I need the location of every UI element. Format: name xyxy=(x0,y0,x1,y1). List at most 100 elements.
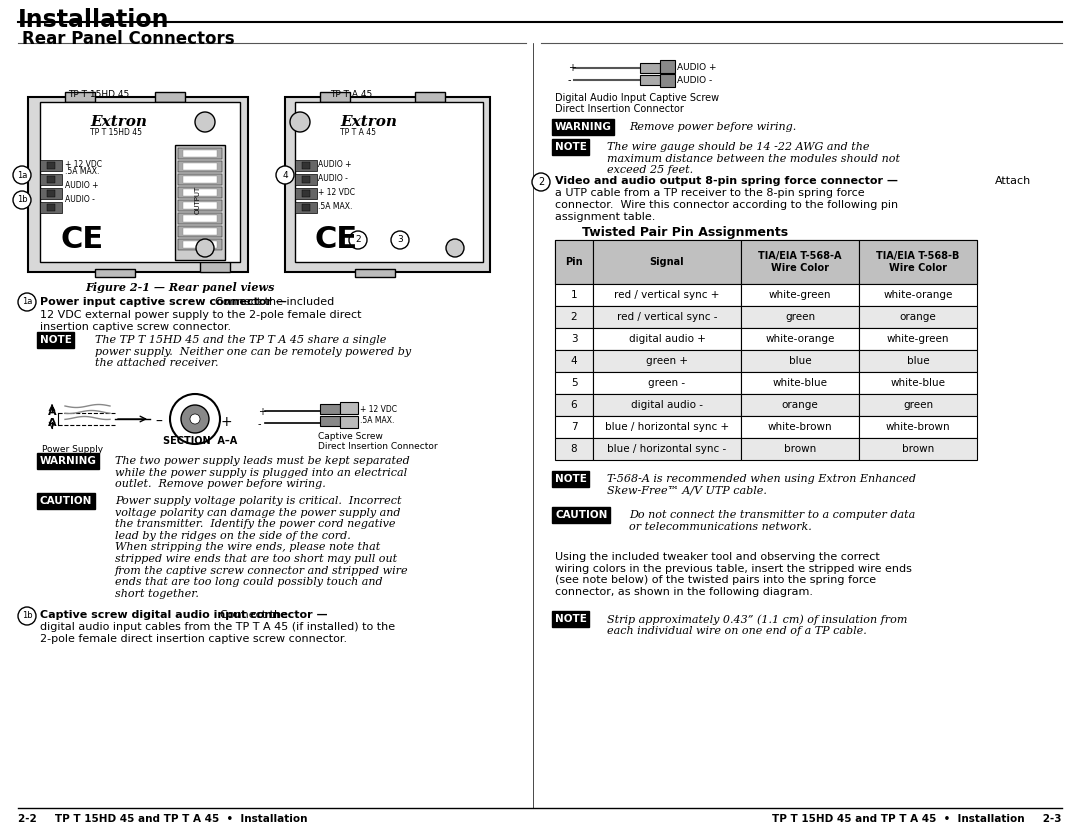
Text: green -: green - xyxy=(648,378,686,388)
Text: blue: blue xyxy=(907,356,929,366)
Text: orange: orange xyxy=(782,400,819,410)
Bar xyxy=(183,241,217,248)
Text: 4: 4 xyxy=(570,356,578,366)
Text: Strip approximately 0.43” (1.1 cm) of insulation from
each individual wire on on: Strip approximately 0.43” (1.1 cm) of in… xyxy=(607,614,907,636)
Bar xyxy=(555,240,593,284)
Bar xyxy=(48,190,55,197)
Bar xyxy=(741,394,859,416)
Ellipse shape xyxy=(13,166,31,184)
Text: TIA/EIA T-568-B
Wire Color: TIA/EIA T-568-B Wire Color xyxy=(876,251,960,273)
Bar xyxy=(859,438,977,460)
Text: 7: 7 xyxy=(570,422,578,432)
Bar xyxy=(183,189,217,196)
Text: +: + xyxy=(258,407,266,417)
Bar xyxy=(555,372,593,394)
Bar xyxy=(65,92,95,102)
Text: 3: 3 xyxy=(570,334,578,344)
Text: Pin: Pin xyxy=(565,257,583,267)
Text: AUDIO +: AUDIO + xyxy=(65,181,98,190)
Bar xyxy=(183,176,217,183)
Text: white-brown: white-brown xyxy=(886,422,950,432)
Bar xyxy=(295,102,483,262)
Text: white-green: white-green xyxy=(887,334,949,344)
Text: 8: 8 xyxy=(570,444,578,454)
Bar xyxy=(178,187,222,198)
Bar xyxy=(295,174,318,185)
Ellipse shape xyxy=(18,293,36,311)
Bar xyxy=(859,394,977,416)
Text: Remove power before wiring.: Remove power before wiring. xyxy=(629,122,796,132)
Bar xyxy=(415,92,445,102)
Bar xyxy=(340,416,357,428)
Text: TP T 15HD 45 and TP T A 45  •  Installation     2-3: TP T 15HD 45 and TP T A 45 • Installatio… xyxy=(772,814,1062,824)
Text: +: + xyxy=(568,63,576,73)
Text: AUDIO -: AUDIO - xyxy=(318,174,348,183)
Ellipse shape xyxy=(446,239,464,257)
Bar xyxy=(175,145,225,260)
Bar xyxy=(200,260,230,272)
Bar xyxy=(593,240,741,284)
Text: AUDIO +: AUDIO + xyxy=(677,63,716,72)
Text: green: green xyxy=(903,400,933,410)
Text: OUTPUT: OUTPUT xyxy=(195,186,201,214)
Text: NOTE: NOTE xyxy=(555,142,586,152)
Bar xyxy=(178,200,222,211)
Text: T-568-A is recommended when using Extron Enhanced
Skew-Free™ A/V UTP cable.: T-568-A is recommended when using Extron… xyxy=(607,474,916,495)
Text: Power supply voltage polarity is critical.  Incorrect
voltage polarity can damag: Power supply voltage polarity is critica… xyxy=(114,496,408,599)
Text: white-orange: white-orange xyxy=(766,334,835,344)
Text: connector.  Wire this connector according to the following pin: connector. Wire this connector according… xyxy=(555,200,899,210)
Ellipse shape xyxy=(13,191,31,209)
Bar xyxy=(741,350,859,372)
Bar xyxy=(295,188,318,199)
Text: + 12 VDC: + 12 VDC xyxy=(65,160,102,169)
Bar xyxy=(95,269,135,277)
Text: white-green: white-green xyxy=(769,290,832,300)
Text: red / vertical sync -: red / vertical sync - xyxy=(617,312,717,322)
Text: CAUTION: CAUTION xyxy=(555,510,607,520)
Bar xyxy=(355,269,395,277)
Text: Using the included tweaker tool and observing the correct
wiring colors in the p: Using the included tweaker tool and obse… xyxy=(555,552,912,597)
Bar xyxy=(660,74,675,87)
Text: +: + xyxy=(220,415,231,429)
Bar xyxy=(555,416,593,438)
Text: CAUTION: CAUTION xyxy=(40,496,93,506)
Text: Captive Screw
Direct Insertion Connector: Captive Screw Direct Insertion Connector xyxy=(318,432,437,451)
Ellipse shape xyxy=(291,112,310,132)
Ellipse shape xyxy=(276,166,294,184)
Text: Connect the included: Connect the included xyxy=(215,297,334,307)
Bar xyxy=(178,213,222,224)
Text: SECTION  A–A: SECTION A–A xyxy=(163,436,238,446)
Text: 4: 4 xyxy=(282,170,287,179)
Text: white-brown: white-brown xyxy=(768,422,833,432)
Text: TP T A 45: TP T A 45 xyxy=(340,128,376,137)
Text: green: green xyxy=(785,312,815,322)
Text: red / vertical sync +: red / vertical sync + xyxy=(615,290,719,300)
Bar xyxy=(859,240,977,284)
Bar xyxy=(295,202,318,213)
Text: TP T 15HD 45: TP T 15HD 45 xyxy=(90,128,141,137)
Text: .5A MAX.: .5A MAX. xyxy=(318,202,352,211)
Text: TP T 15HD 45: TP T 15HD 45 xyxy=(68,90,130,99)
Bar xyxy=(859,328,977,350)
Ellipse shape xyxy=(190,414,200,424)
Bar xyxy=(741,372,859,394)
Text: green +: green + xyxy=(646,356,688,366)
Bar xyxy=(859,350,977,372)
Text: A: A xyxy=(48,418,56,428)
Bar xyxy=(178,174,222,185)
Bar xyxy=(48,204,55,211)
Bar xyxy=(859,306,977,328)
Bar xyxy=(28,97,248,272)
Bar xyxy=(555,284,593,306)
Text: white-orange: white-orange xyxy=(883,290,953,300)
Text: Installation: Installation xyxy=(18,8,170,32)
Text: 2: 2 xyxy=(538,177,544,187)
Text: AUDIO -: AUDIO - xyxy=(65,195,95,204)
Text: white-blue: white-blue xyxy=(772,378,827,388)
Text: AUDIO +: AUDIO + xyxy=(318,160,351,169)
Text: 2: 2 xyxy=(355,235,361,244)
Bar xyxy=(178,161,222,172)
Bar xyxy=(555,328,593,350)
Bar xyxy=(302,190,310,197)
Text: 2: 2 xyxy=(570,312,578,322)
